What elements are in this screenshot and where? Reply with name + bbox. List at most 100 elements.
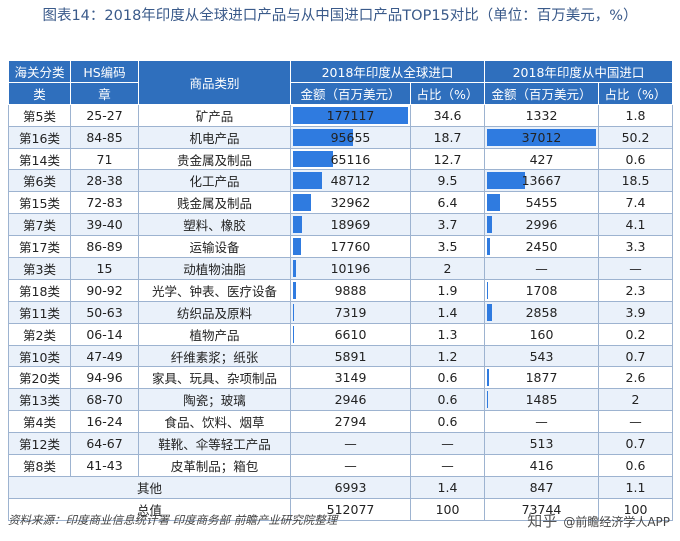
table-row: 第8类 41-43 皮革制品；箱包 — — 416 0.6 [8,454,673,477]
china-share: 2.6 [598,366,673,390]
product-category: 贱金属及制品 [138,191,291,215]
other-row: 其他 6993 1.4 847 1.1 [8,475,673,499]
global-amount: — [290,432,411,456]
customs-class: 第11类 [8,300,71,324]
other-china-amount: 847 [484,475,599,499]
data-bar [487,391,488,409]
source-note: 资料来源：印度商业信息统计署 印度商务部 前瞻产业研究院整理 [8,513,338,527]
global-share: — [410,432,485,456]
china-amount-value: — [535,260,548,276]
global-share: 2 [410,257,485,280]
global-amount-value: 18969 [330,217,371,233]
china-share: — [598,257,673,280]
china-share: 7.4 [598,191,673,215]
header-china-share: 占比（%） [598,81,673,105]
china-amount: 2858 [484,300,599,324]
customs-class: 第17类 [8,235,71,259]
customs-class: 第15类 [8,191,71,215]
data-bar [487,238,491,256]
china-amount: 1708 [484,278,599,302]
china-amount-value: 427 [529,151,554,167]
hs-code: 50-63 [70,300,139,324]
global-share: 12.7 [410,147,485,171]
table-row: 第12类 64-67 鞋靴、伞等轻工产品 — — 513 0.7 [8,432,673,456]
product-category: 皮革制品；箱包 [138,454,291,477]
table-row: 第4类 16-24 食品、饮料、烟草 2794 0.6 — — [8,410,673,434]
total-row: 总值 512077 100 73744 100 [8,497,673,521]
product-category: 纺织品及原料 [138,300,291,324]
brand-logo: 知乎 @前瞻经济学人APP [527,510,670,531]
customs-class: 第8类 [8,454,71,477]
global-amount: 9888 [290,278,411,302]
china-share: 3.9 [598,300,673,324]
china-share: 0.2 [598,322,673,346]
global-amount: 2794 [290,410,411,434]
other-global-amount: 6993 [290,475,411,499]
table-row: 第18类 90-92 光学、钟表、医疗设备 9888 1.9 1708 2.3 [8,278,673,302]
table-row: 第6类 28-38 化工产品 48712 9.5 13667 18.5 [8,169,673,193]
header-global-import: 2018年印度从全球进口 [290,60,485,83]
china-amount-value: 2996 [525,217,558,233]
data-bar [487,128,596,146]
china-share: 2.3 [598,278,673,302]
hs-code: 06-14 [70,322,139,346]
data-bar [293,194,312,212]
global-amount-value: 2794 [334,414,367,430]
brand-text: @前瞻经济学人APP [563,515,670,529]
global-amount: 10196 [290,257,411,280]
china-amount: — [484,410,599,434]
global-share: 1.9 [410,278,485,302]
table-row: 第2类 06-14 植物产品 6610 1.3 160 0.2 [8,322,673,346]
customs-class: 第7类 [8,213,71,237]
customs-class: 第16类 [8,125,71,149]
china-amount: 513 [484,432,599,456]
product-category: 机电产品 [138,125,291,149]
hs-code: 68-70 [70,388,139,412]
import-comparison-table: 海关分类 HS编码 商品类别 2018年印度从全球进口 2018年印度从中国进口… [8,60,673,521]
china-amount-value: 416 [529,457,554,473]
hs-code: 90-92 [70,278,139,302]
customs-class: 第3类 [8,257,71,280]
china-amount: 416 [484,454,599,477]
header-customs-class: 海关分类 [8,60,71,83]
china-share: 18.5 [598,169,673,193]
global-amount-value: 65116 [330,151,371,167]
product-category: 鞋靴、伞等轻工产品 [138,432,291,456]
table-row: 第17类 86-89 运输设备 17760 3.5 2450 3.3 [8,235,673,259]
china-amount: 160 [484,322,599,346]
china-share: — [598,410,673,434]
china-amount-value: — [535,414,548,430]
china-amount-value: 13667 [521,173,562,189]
customs-class: 第13类 [8,388,71,412]
product-category: 化工产品 [138,169,291,193]
hs-code: 39-40 [70,213,139,237]
data-bar [293,238,301,256]
china-amount: 1485 [484,388,599,412]
global-share: 1.3 [410,322,485,346]
zhihu-logo: 知乎 [527,512,558,530]
global-share: 3.7 [410,213,485,237]
header-hs-code-sub: 章 [70,81,139,105]
china-amount-value: 37012 [521,129,562,145]
china-amount: 2450 [484,235,599,259]
china-amount-value: 513 [529,436,554,452]
global-amount-value: — [344,436,357,452]
china-amount-value: 160 [529,326,554,342]
data-bar [293,106,408,124]
china-share: 4.1 [598,213,673,237]
data-bar [293,172,322,190]
china-amount: 37012 [484,125,599,149]
global-share: 0.6 [410,366,485,390]
product-category: 矿产品 [138,103,291,127]
global-amount-value: 177117 [326,107,375,123]
china-share: 0.6 [598,147,673,171]
total-global-amount: 512077 [290,497,411,521]
china-share: 3.3 [598,235,673,259]
table-row: 第15类 72-83 贱金属及制品 32962 6.4 5455 7.4 [8,191,673,215]
table-row: 第14类 71 贵金属及制品 65116 12.7 427 0.6 [8,147,673,171]
table-row: 第10类 47-49 纤维素浆；纸张 5891 1.2 543 0.7 [8,344,673,368]
china-amount: 5455 [484,191,599,215]
table-row: 第5类 25-27 矿产品 177117 34.6 1332 1.8 [8,103,673,127]
data-bar [293,150,333,168]
china-share: 0.6 [598,454,673,477]
